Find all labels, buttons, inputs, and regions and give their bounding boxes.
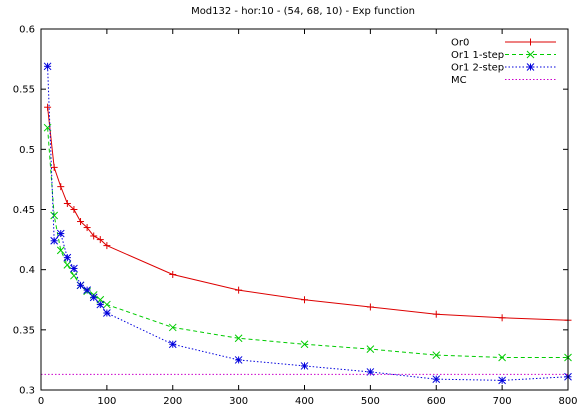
data-point	[43, 62, 52, 71]
data-point	[70, 206, 78, 213]
data-point	[498, 314, 506, 322]
data-point	[300, 340, 309, 349]
data-point	[234, 356, 243, 364]
legend-label: Or1 2-step	[451, 63, 504, 74]
legend-label: Or1 1-step	[451, 50, 504, 61]
x-tick-label: 700	[493, 396, 512, 407]
data-point	[234, 334, 243, 343]
y-tick-label: 0.3	[19, 386, 35, 397]
data-point	[432, 375, 441, 384]
data-point	[50, 236, 59, 245]
y-tick-label: 0.6	[19, 25, 35, 36]
legend-label: MC	[451, 75, 467, 86]
x-tick-label: 600	[427, 396, 446, 407]
data-point	[432, 351, 441, 359]
data-point	[366, 345, 375, 353]
data-point	[56, 246, 65, 255]
data-point	[63, 253, 72, 262]
series-line	[47, 107, 569, 321]
legend-marker	[526, 50, 535, 59]
data-point	[57, 183, 65, 191]
y-tick-label: 0.55	[13, 85, 35, 96]
legend-entry: MC	[451, 75, 556, 86]
chart-title: Mod132 - hor:10 - (54, 68, 10) - Exp fun…	[191, 6, 415, 17]
legend-entry: Or1 1-step	[451, 50, 556, 61]
data-point	[300, 362, 309, 370]
data-point	[44, 103, 52, 111]
legend-entry: Or1 2-step	[451, 63, 556, 74]
series-0	[44, 103, 572, 324]
legend-entry: Or0	[451, 38, 556, 49]
x-tick-label: 300	[229, 396, 248, 407]
series-layer	[41, 62, 572, 385]
legend-label: Or0	[451, 38, 469, 49]
data-point	[89, 293, 98, 302]
data-point	[96, 300, 105, 309]
data-point	[103, 309, 111, 317]
x-tick-label: 400	[295, 396, 314, 407]
data-point	[76, 281, 85, 290]
data-point	[83, 286, 91, 294]
data-point	[56, 229, 65, 238]
data-point	[90, 232, 98, 240]
data-point	[498, 353, 506, 362]
x-tick-label: 0	[38, 396, 44, 407]
data-point	[50, 163, 58, 171]
x-tick-label: 200	[163, 396, 182, 407]
data-point	[50, 211, 59, 220]
x-tick-label: 500	[361, 396, 380, 407]
data-point	[366, 303, 374, 311]
data-point	[168, 340, 177, 349]
x-tick-label: 800	[558, 396, 577, 407]
data-point	[70, 271, 78, 280]
y-tick-label: 0.5	[19, 145, 35, 156]
data-point	[96, 236, 104, 244]
data-point	[70, 264, 78, 273]
series-2	[43, 62, 572, 385]
data-point	[103, 242, 111, 250]
axis-ticks: 0 100 200 300 400 500 600 700 800 0.3 0.35 0.4 0.45 0…	[13, 25, 578, 408]
plot-frame	[40, 28, 569, 391]
data-point	[498, 376, 506, 385]
data-point	[63, 260, 72, 269]
data-point	[77, 218, 85, 226]
data-point	[235, 286, 243, 294]
x-tick-label: 100	[97, 396, 116, 407]
y-tick-label: 0.35	[13, 325, 35, 336]
data-point	[169, 270, 177, 278]
data-point	[63, 199, 71, 207]
y-tick-label: 0.45	[13, 205, 35, 216]
data-point	[83, 224, 91, 232]
series-line	[47, 127, 568, 359]
data-point	[103, 300, 111, 309]
legend-marker	[526, 63, 535, 71]
legend-marker	[527, 38, 534, 46]
data-point	[301, 296, 308, 304]
data-point	[168, 323, 177, 332]
data-point	[432, 310, 440, 318]
y-tick-label: 0.4	[19, 265, 35, 276]
series-1	[43, 123, 572, 362]
series-line	[47, 66, 569, 381]
